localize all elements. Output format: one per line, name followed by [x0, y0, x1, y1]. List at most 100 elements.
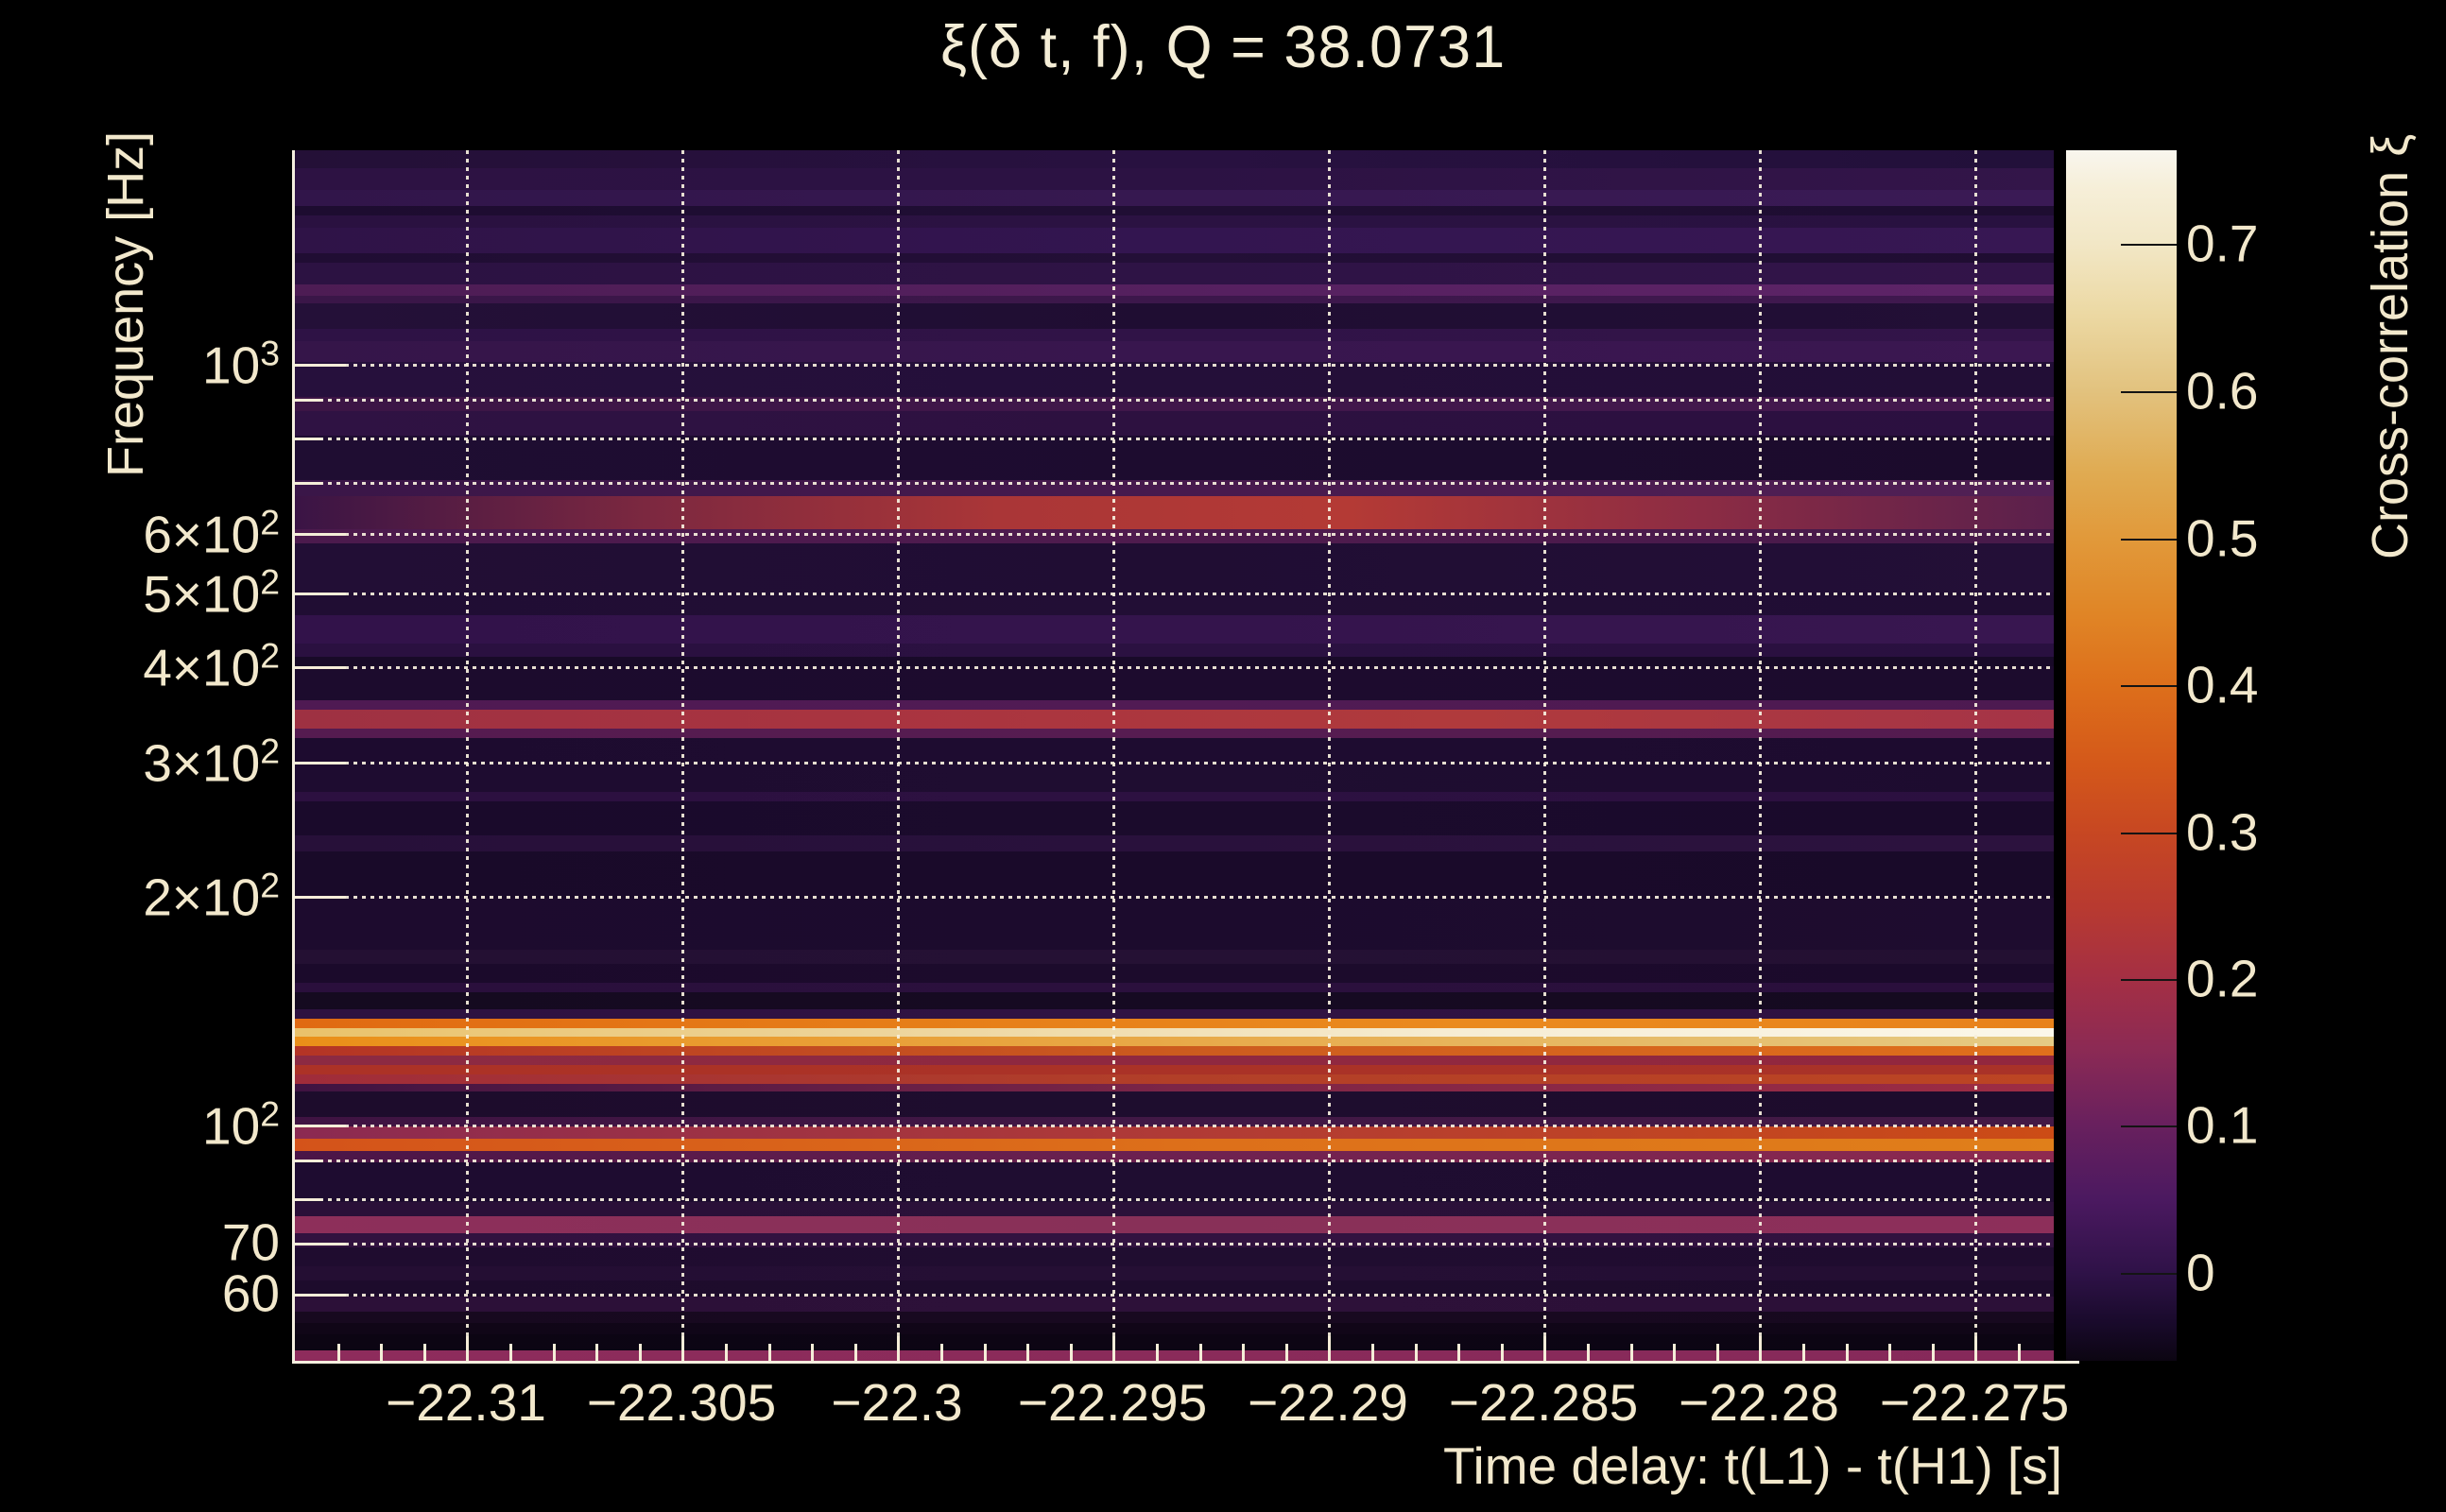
heatmap-band: [294, 738, 2054, 764]
x-gridline: [1112, 150, 1115, 1361]
x-minor-tick: [940, 1344, 943, 1361]
y-major-tick: [294, 533, 346, 536]
heatmap-band: [294, 1084, 2054, 1091]
x-minor-tick: [725, 1344, 728, 1361]
x-minor-tick: [1156, 1344, 1159, 1361]
x-minor-tick: [509, 1344, 512, 1361]
colorbar-tick: [2121, 685, 2177, 687]
x-major-tick: [1543, 1336, 1547, 1361]
heatmap-band: [294, 1009, 2054, 1019]
x-tick-label: −22.285: [1448, 1373, 1639, 1432]
colorbar-tick-label: 0.4: [2186, 655, 2259, 714]
y-gridline: [294, 762, 2054, 765]
heatmap-band: [294, 1028, 2054, 1037]
heatmap-band: [294, 1091, 2054, 1117]
heatmap-band: [294, 284, 2054, 296]
y-minor-tick: [294, 438, 322, 440]
heatmap-band: [294, 296, 2054, 303]
x-minor-tick: [638, 1344, 642, 1361]
x-axis-line: [292, 1361, 2079, 1364]
heatmap-band: [294, 303, 2054, 329]
x-major-tick: [1112, 1336, 1116, 1361]
colorbar-tick-label: 0.7: [2186, 214, 2259, 273]
colorbar-tick: [2121, 979, 2177, 981]
y-major-tick: [294, 896, 346, 899]
heatmap-band: [294, 529, 2054, 543]
y-gridline: [294, 896, 2054, 899]
heatmap-band: [294, 1126, 2054, 1139]
colorbar-tick: [2121, 833, 2177, 834]
heatmap-band: [294, 898, 2054, 950]
x-major-tick: [1974, 1336, 1978, 1361]
x-minor-tick: [1802, 1344, 1805, 1361]
x-tick-label: −22.29: [1248, 1373, 1408, 1432]
x-minor-tick: [422, 1344, 426, 1361]
heatmap-band: [294, 496, 2054, 529]
x-tick-label: −22.305: [586, 1373, 777, 1432]
heatmap-band: [294, 666, 2054, 700]
x-minor-tick: [1629, 1344, 1633, 1361]
heatmap-band: [294, 710, 2054, 729]
heatmap-band: [294, 1139, 2054, 1151]
heatmap-band: [294, 1297, 2054, 1312]
x-minor-tick: [1845, 1344, 1849, 1361]
y-tick-label: 70: [221, 1212, 280, 1272]
y-tick-label: 102: [202, 1093, 280, 1156]
y-gridline: [294, 1243, 2054, 1246]
x-tick-label: −22.28: [1679, 1373, 1839, 1432]
x-tick-label: −22.275: [1879, 1373, 2070, 1432]
colorbar: [2066, 150, 2177, 1361]
heatmap-band: [294, 341, 2054, 362]
heatmap-band: [294, 1074, 2054, 1084]
x-minor-tick: [336, 1344, 340, 1361]
y-minor-tick: [294, 399, 322, 402]
x-gridline: [1328, 150, 1331, 1361]
heatmap-band: [294, 1117, 2054, 1126]
x-gridline: [1543, 150, 1546, 1361]
x-gridline: [1759, 150, 1762, 1361]
colorbar-tick: [2121, 539, 2177, 541]
y-tick-label: 2×102: [143, 865, 280, 927]
heatmap-band: [294, 657, 2054, 666]
heatmap-band: [294, 362, 2054, 397]
x-axis-title: Time delay: t(L1) - t(H1) [s]: [1442, 1436, 2062, 1495]
x-minor-tick: [1198, 1344, 1202, 1361]
heatmap-band: [294, 150, 2054, 168]
y-tick-label: 4×102: [143, 635, 280, 697]
x-minor-tick: [1414, 1344, 1418, 1361]
x-major-tick: [466, 1336, 470, 1361]
heatmap-band: [294, 1323, 2054, 1334]
x-gridline: [466, 150, 469, 1361]
heatmap-band: [294, 801, 2054, 835]
colorbar-tick-label: 0: [2186, 1243, 2215, 1302]
heatmap-band: [294, 411, 2054, 436]
heatmap-band: [294, 543, 2054, 593]
y-gridline: [294, 482, 2054, 485]
heatmap-band: [294, 190, 2054, 206]
heatmap-band: [294, 835, 2054, 851]
colorbar-tick-label: 0.1: [2186, 1095, 2259, 1155]
heatmap-band: [294, 615, 2054, 644]
y-minor-tick: [294, 482, 322, 485]
x-tick-label: −22.3: [831, 1373, 963, 1432]
heatmap-band: [294, 1312, 2054, 1323]
heatmap-band: [294, 992, 2054, 1009]
x-minor-tick: [1500, 1344, 1504, 1361]
x-minor-tick: [811, 1344, 815, 1361]
y-gridline: [294, 533, 2054, 536]
y-tick-label: 6×102: [143, 502, 280, 564]
x-major-tick: [897, 1336, 901, 1361]
x-minor-tick: [2018, 1344, 2021, 1361]
y-major-tick: [294, 1294, 346, 1297]
x-major-tick: [681, 1336, 685, 1361]
heatmap-band: [294, 1046, 2054, 1056]
y-axis-line: [292, 150, 295, 1364]
y-minor-tick: [294, 1198, 322, 1201]
heatmap-band: [294, 1216, 2054, 1233]
heatmap-band: [294, 329, 2054, 341]
x-major-tick: [1328, 1336, 1332, 1361]
x-minor-tick: [1026, 1344, 1030, 1361]
heatmap-band: [294, 253, 2054, 263]
y-tick-label: 103: [202, 333, 280, 395]
